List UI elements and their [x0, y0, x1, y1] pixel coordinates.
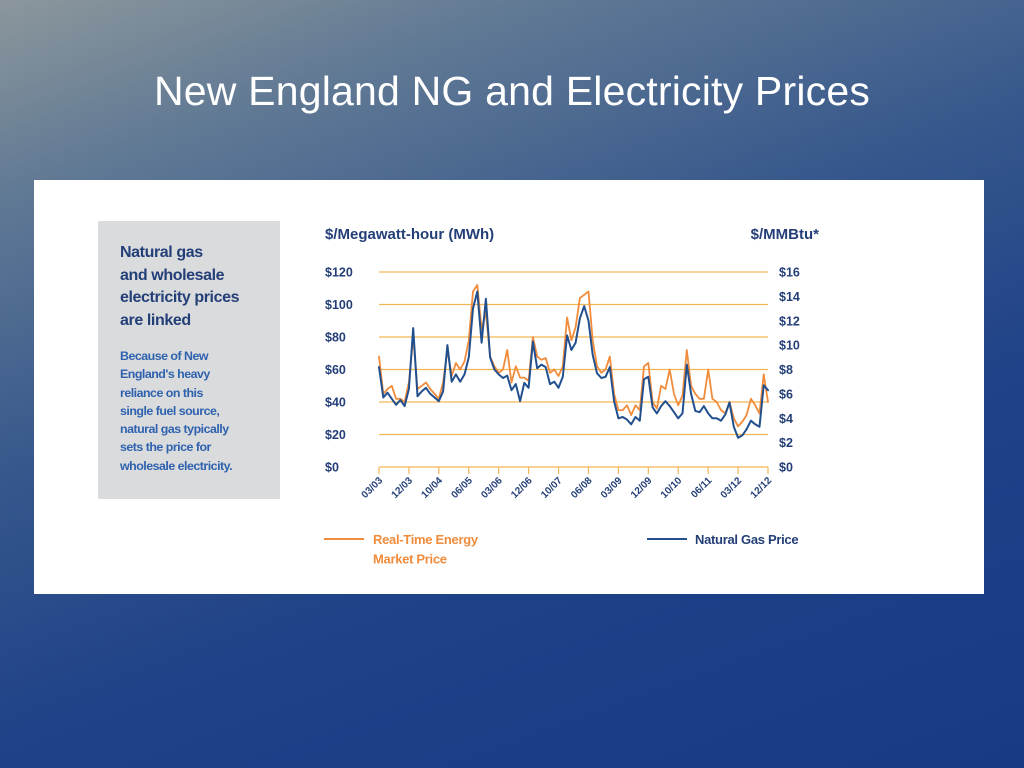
x-axis-tick-label: 12/09	[629, 475, 655, 501]
x-axis-tick-label: 10/10	[659, 475, 685, 501]
x-axis-tick-label: 03/09	[599, 475, 625, 501]
right-axis-tick-label: $0	[779, 461, 793, 475]
x-axis-tick-label: 03/12	[719, 475, 745, 501]
right-axis-tick-label: $12	[779, 314, 800, 328]
right-axis-tick-label: $6	[779, 387, 793, 401]
sidebar-heading: Natural gas and wholesale electricity pr…	[120, 244, 240, 329]
right-axis-tick-label: $10	[779, 339, 800, 353]
legend-label-line: Real-Time Energy	[373, 532, 479, 547]
right-axis-tick-label: $16	[779, 266, 800, 280]
x-axis-tick-label: 06/08	[569, 475, 595, 501]
x-axis-tick-label: 03/06	[479, 475, 505, 501]
right-axis-ticks: $16 $14 $12 $10 $8 $6 $4 $2 $0	[779, 266, 800, 475]
x-axis-tick-label: 06/11	[689, 475, 714, 500]
right-axis-tick-label: $2	[779, 436, 793, 450]
gridlines	[379, 271, 768, 468]
legend-label-electricity: Real-Time Energy Market Price	[373, 532, 479, 567]
line-chart: $/Megawatt-hour (MWh) $/MMBtu* $120$100$…	[324, 226, 819, 567]
legend: Real-Time Energy Market Price Natural Gas …	[324, 532, 799, 567]
legend-label-line: Market Price	[373, 552, 447, 567]
left-axis-tick-label: $120	[325, 266, 353, 280]
left-axis-tick-label: $60	[325, 363, 346, 377]
slide-title: New England NG and Electricity Prices	[153, 68, 871, 114]
left-axis-ticks: $120 $100 $80 $60 $40 $20 $0	[325, 266, 353, 475]
left-axis-tick-label: $0	[325, 461, 339, 475]
x-axis-tick-label: 06/05	[449, 475, 475, 501]
electricity-price-series-line	[378, 284, 769, 428]
x-axis-tick-label: 12/03	[390, 475, 416, 501]
sidebar-callout: Natural gas and wholesale electricity pr…	[98, 221, 280, 499]
left-axis-tick-label: $80	[325, 331, 346, 345]
legend-label-line: Natural Gas Price	[695, 532, 798, 547]
left-axis-title: $/Megawatt-hour (MWh)	[325, 226, 494, 243]
right-axis-tick-label: $14	[779, 290, 800, 304]
sidebar-body-text: Because of New England's heavy reliance …	[120, 349, 233, 473]
x-axis: 03/03 12/03 10/04 06/05 03/06 12/06 10/07 06/08…	[360, 467, 775, 501]
right-axis-tick-label: $8	[779, 363, 793, 377]
left-axis-tick-label: $20	[325, 428, 346, 442]
left-axis-tick-label: $40	[325, 396, 346, 410]
x-axis-tick-label: 12/06	[509, 475, 535, 501]
x-axis-tick-label: 10/04	[419, 475, 445, 501]
x-axis-tick-label: 12/12	[749, 475, 775, 501]
right-axis-title: $/MMBtu*	[751, 226, 819, 243]
left-axis-tick-label: $100	[325, 298, 353, 312]
x-axis-tick-label: 10/07	[539, 475, 565, 501]
right-axis-tick-label: $4	[779, 412, 793, 426]
x-axis-tick-label: 03/03	[360, 475, 386, 501]
legend-label-gas: Natural Gas Price	[695, 532, 798, 547]
series-lines	[378, 284, 769, 439]
gas-price-series-line	[378, 290, 769, 439]
chart-panel: Natural gas and wholesale electricity pr…	[34, 180, 984, 594]
